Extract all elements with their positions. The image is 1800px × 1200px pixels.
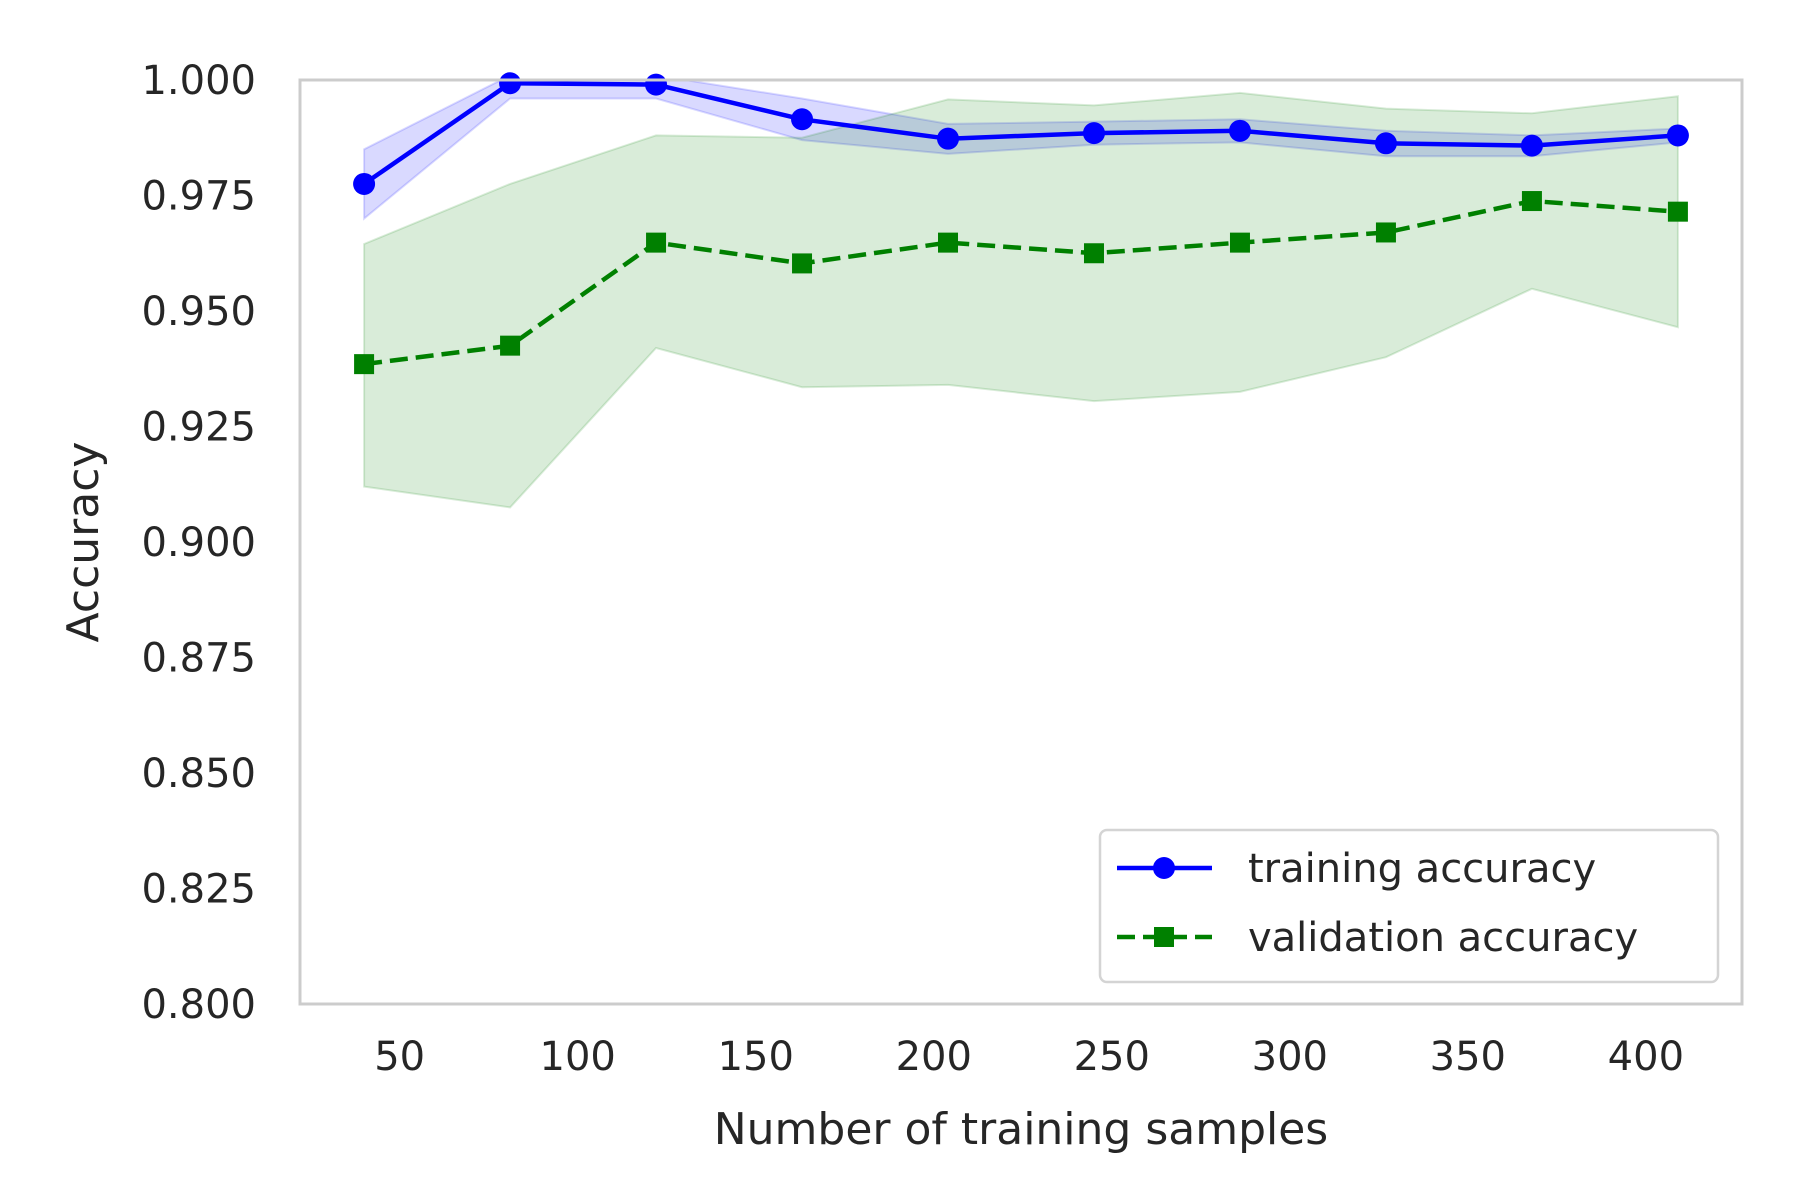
y-tick-label: 0.825 — [141, 867, 256, 913]
point-training-7 — [1374, 132, 1397, 155]
legend-label-training: training accuracy — [1248, 846, 1596, 892]
y-tick-label: 0.950 — [141, 289, 256, 335]
legend-label-validation: validation accuracy — [1248, 915, 1638, 961]
legend: training accuracy validation accuracy — [1098, 828, 1720, 984]
legend-marker-circle — [1153, 857, 1175, 879]
y-tick-label: 0.975 — [141, 174, 256, 220]
x-axis-label: Number of training samples — [714, 1104, 1328, 1155]
point-training-2 — [645, 73, 668, 96]
line-training — [362, 80, 1679, 186]
confidence-bands — [363, 80, 1679, 509]
point-validation-5 — [1083, 243, 1104, 264]
point-validation-8 — [1521, 191, 1542, 212]
line-validation — [363, 198, 1679, 367]
point-validation-1 — [500, 335, 521, 356]
point-validation-3 — [792, 253, 813, 274]
point-validation-7 — [1375, 222, 1396, 243]
series-markers — [353, 72, 1689, 375]
x-tick-label: 350 — [1430, 1034, 1506, 1080]
point-training-1 — [499, 72, 522, 95]
point-training-8 — [1520, 134, 1543, 157]
x-tick-label: 250 — [1074, 1034, 1150, 1080]
x-tick-label: 150 — [718, 1034, 794, 1080]
plot-frame — [298, 78, 1744, 1006]
point-validation-2 — [646, 232, 667, 253]
point-training-0 — [353, 172, 376, 195]
x-tick-label: 100 — [540, 1034, 616, 1080]
point-validation-6 — [1229, 232, 1250, 253]
point-training-3 — [791, 108, 814, 131]
legend-box — [1098, 828, 1720, 984]
y-tick-label: 0.800 — [141, 982, 256, 1028]
point-validation-9 — [1667, 201, 1688, 222]
band-validation — [363, 91, 1679, 509]
y-tick-label: 1.000 — [141, 58, 256, 104]
x-axis-ticks: 50 100 150 200 250 300 350 400 — [374, 1034, 1684, 1080]
x-tick-label: 200 — [896, 1034, 972, 1080]
point-validation-0 — [354, 354, 375, 375]
x-tick-label: 400 — [1608, 1034, 1684, 1080]
y-tick-label: 0.850 — [141, 751, 256, 797]
y-tick-label: 0.875 — [141, 636, 256, 682]
y-axis-label: Accuracy — [58, 442, 109, 643]
legend-entry-validation: validation accuracy — [1117, 915, 1638, 961]
point-training-4 — [937, 127, 960, 150]
x-tick-label: 300 — [1252, 1034, 1328, 1080]
x-tick-label: 50 — [374, 1034, 425, 1080]
y-axis-ticks: 0.800 0.825 0.850 0.875 0.900 0.925 0.950 0.975… — [141, 58, 256, 1028]
series-lines — [362, 80, 1679, 367]
legend-marker-square — [1154, 927, 1174, 947]
point-training-6 — [1228, 119, 1251, 142]
y-tick-label: 0.925 — [141, 405, 256, 451]
point-validation-4 — [938, 232, 959, 253]
y-tick-label: 0.900 — [141, 520, 256, 566]
legend-entry-training: training accuracy — [1117, 846, 1596, 892]
point-training-5 — [1082, 122, 1105, 145]
point-training-9 — [1666, 124, 1689, 147]
